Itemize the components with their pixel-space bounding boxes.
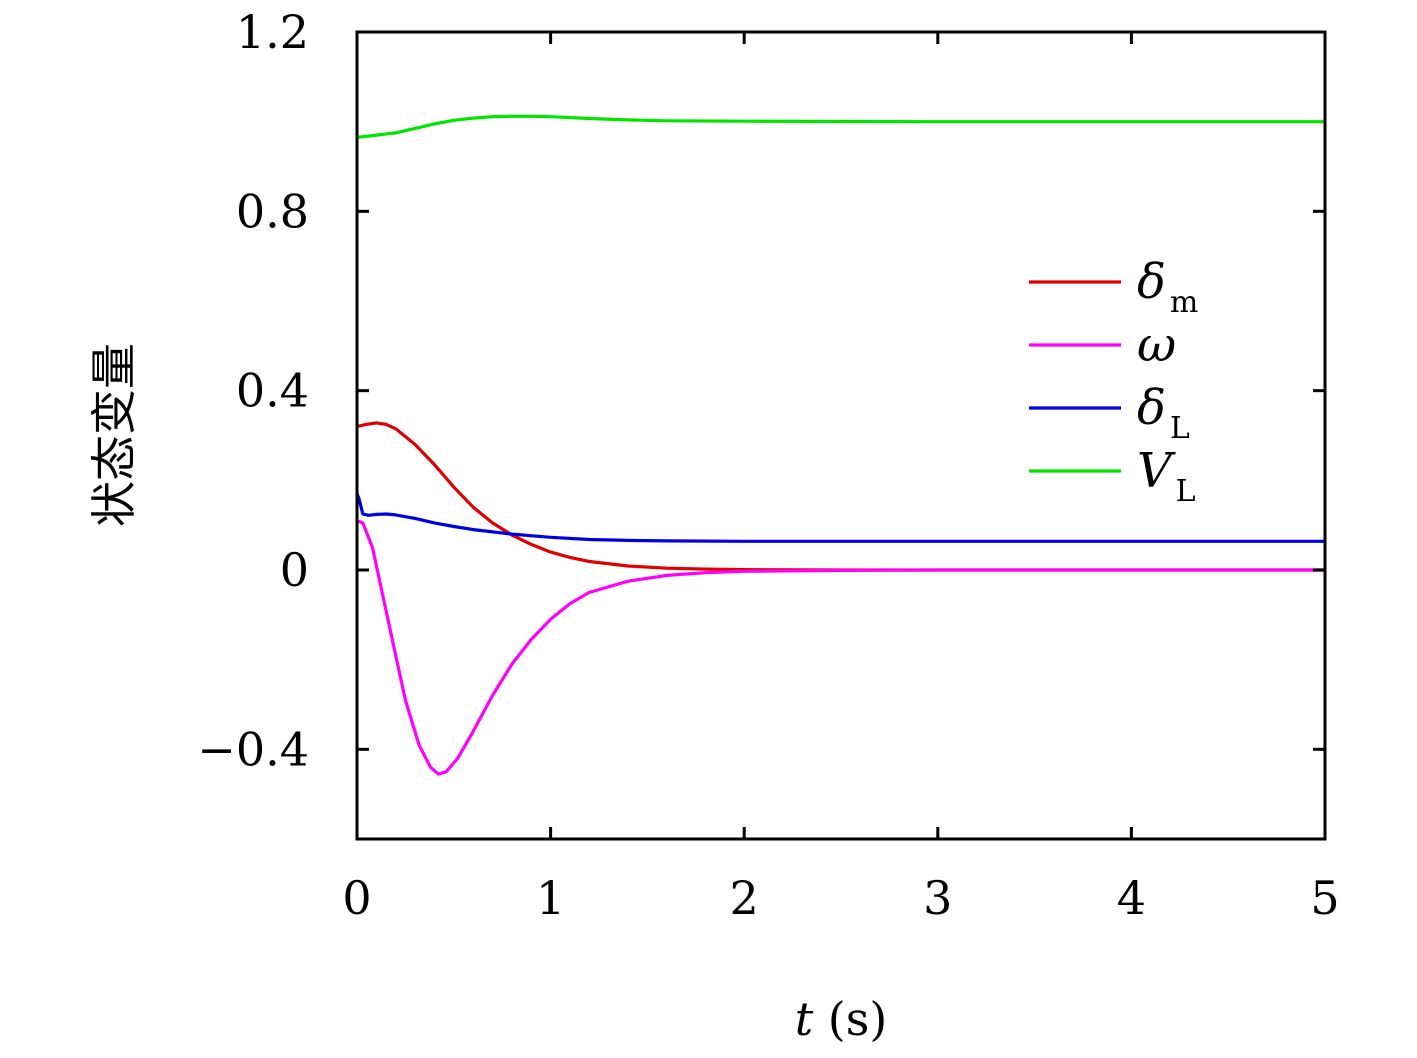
x-tick-label: 1 — [536, 871, 565, 925]
x-axis-unit: (s) — [813, 992, 887, 1046]
legend-entry-1: ω — [1029, 317, 1176, 373]
y-tick-label: 0 — [280, 543, 309, 597]
x-tick-label: 4 — [1117, 871, 1146, 925]
x-tick-label: 5 — [1310, 871, 1339, 925]
series-layer — [357, 114, 1325, 776]
x-tick-label: 0 — [342, 871, 371, 925]
y-tick-label: 0.4 — [236, 364, 309, 418]
legend: δ mω δ LV L — [1029, 254, 1198, 509]
y-tick-label: −0.4 — [197, 722, 309, 776]
y-tick-label: 1.2 — [236, 5, 309, 59]
y-tick-label: 0.8 — [236, 184, 309, 238]
legend-label: ω — [1137, 317, 1176, 373]
x-tick-label: 3 — [923, 871, 952, 925]
x-axis-ticks: 0 1 2 3 4 5 — [342, 32, 1340, 925]
series-line-2 — [357, 493, 1325, 543]
y-axis-title: 状态变量 — [87, 343, 141, 527]
y-axis-ticks: −0.4 0 0.4 0.8 1.2 — [197, 5, 1325, 776]
series-line-3 — [357, 114, 1325, 139]
x-axis-var: t — [795, 992, 814, 1046]
x-axis-title: t (s) — [795, 992, 888, 1046]
series-line-1 — [357, 519, 1325, 776]
plot-frame — [355, 30, 1327, 841]
x-tick-label: 2 — [730, 871, 759, 925]
